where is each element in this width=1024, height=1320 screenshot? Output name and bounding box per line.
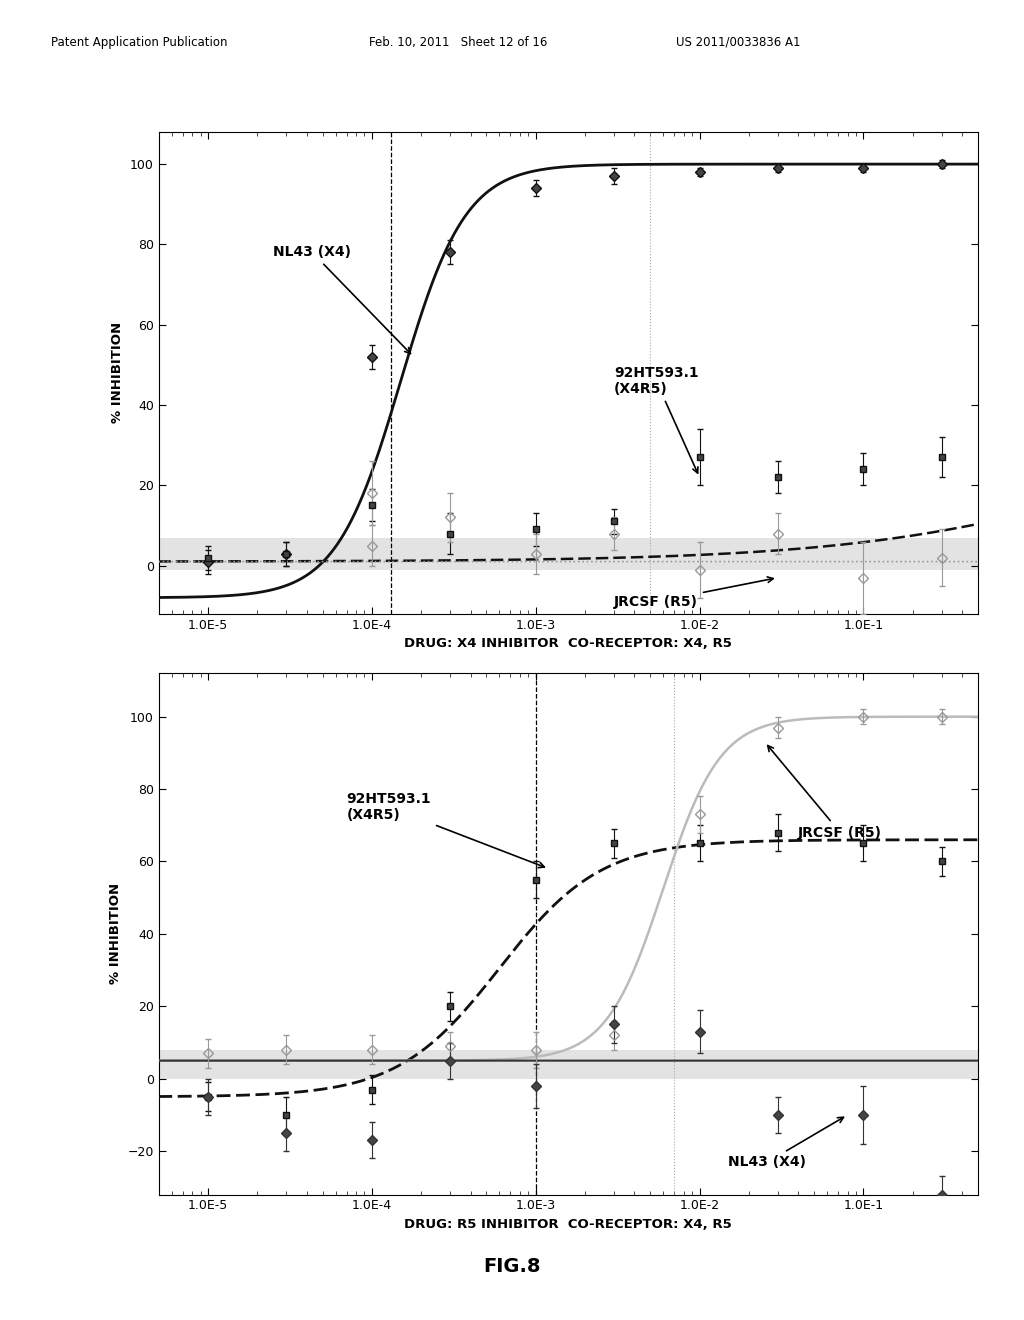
Text: Feb. 10, 2011   Sheet 12 of 16: Feb. 10, 2011 Sheet 12 of 16 xyxy=(369,36,547,49)
Bar xyxy=(159,537,978,570)
Text: NL43 (X4): NL43 (X4) xyxy=(273,246,411,354)
Text: JRCSF (R5): JRCSF (R5) xyxy=(768,746,883,840)
Text: 92HT593.1
(X4R5): 92HT593.1 (X4R5) xyxy=(346,792,545,867)
Text: JRCSF (R5): JRCSF (R5) xyxy=(614,577,773,609)
Y-axis label: % INHIBITION: % INHIBITION xyxy=(112,322,125,424)
Text: Patent Application Publication: Patent Application Publication xyxy=(51,36,227,49)
Text: US 2011/0033836 A1: US 2011/0033836 A1 xyxy=(676,36,801,49)
Y-axis label: % INHIBITION: % INHIBITION xyxy=(109,883,122,985)
Text: NL43 (X4): NL43 (X4) xyxy=(728,1117,844,1170)
Text: FIG.8: FIG.8 xyxy=(483,1257,541,1275)
Bar xyxy=(159,1049,978,1078)
Text: 92HT593.1
(X4R5): 92HT593.1 (X4R5) xyxy=(614,366,698,473)
X-axis label: DRUG: X4 INHIBITOR  CO-RECEPTOR: X4, R5: DRUG: X4 INHIBITOR CO-RECEPTOR: X4, R5 xyxy=(404,638,732,651)
X-axis label: DRUG: R5 INHIBITOR  CO-RECEPTOR: X4, R5: DRUG: R5 INHIBITOR CO-RECEPTOR: X4, R5 xyxy=(404,1218,732,1232)
